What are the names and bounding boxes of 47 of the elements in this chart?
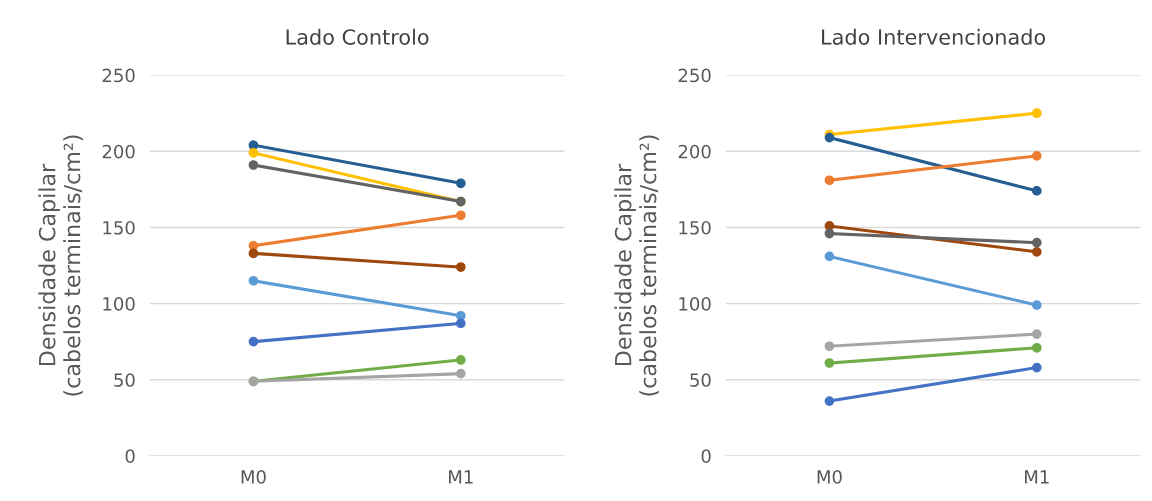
point [248,147,259,158]
point [1031,108,1042,119]
point [1031,246,1042,257]
point [1031,300,1042,310]
y-tick-label: 200 [102,144,135,159]
y-axis-title: Densidade Capilar (cabelos terminais/cm²) [38,135,84,396]
y-tick-label: 150 [679,220,711,235]
point [1031,362,1042,373]
chart-title: Lado Intervencionado [822,28,1046,45]
x-tick-label: M0 [817,470,842,484]
point [455,368,466,379]
point [455,318,466,329]
point [455,355,466,365]
point [455,178,466,189]
y-tick-label: 100 [103,297,135,311]
y-tick-label: 0 [125,449,135,464]
point [824,396,835,406]
point [248,248,259,259]
y-axis-title: Densidade Capilar (cabelos terminais/cm²) [614,135,660,396]
y-tick-label: 0 [701,449,711,464]
point [455,262,466,272]
y-tick-label: 100 [679,297,711,311]
point [248,160,259,170]
point [824,175,835,186]
point [824,358,835,368]
point [1031,151,1042,161]
y-tick-label: 150 [103,220,135,235]
chart-title: Lado Controlo [286,28,429,45]
point [1031,186,1042,196]
x-tick-label: M1 [449,470,473,484]
y-tick-label: 50 [114,373,135,387]
point [1031,237,1042,248]
point [455,210,466,221]
y-tick-label: 250 [102,68,135,83]
point [1031,342,1042,353]
point [248,275,259,286]
y-tick-label: 200 [678,144,711,159]
x-tick-label: M0 [241,470,266,484]
y-tick-label: 250 [678,68,711,83]
point [824,251,835,262]
point [824,228,835,239]
point [1031,329,1042,339]
x-tick-label: M1 [1025,470,1049,484]
point [824,341,835,352]
point [824,221,835,231]
point [248,336,259,347]
y-tick-label: 50 [690,373,711,387]
